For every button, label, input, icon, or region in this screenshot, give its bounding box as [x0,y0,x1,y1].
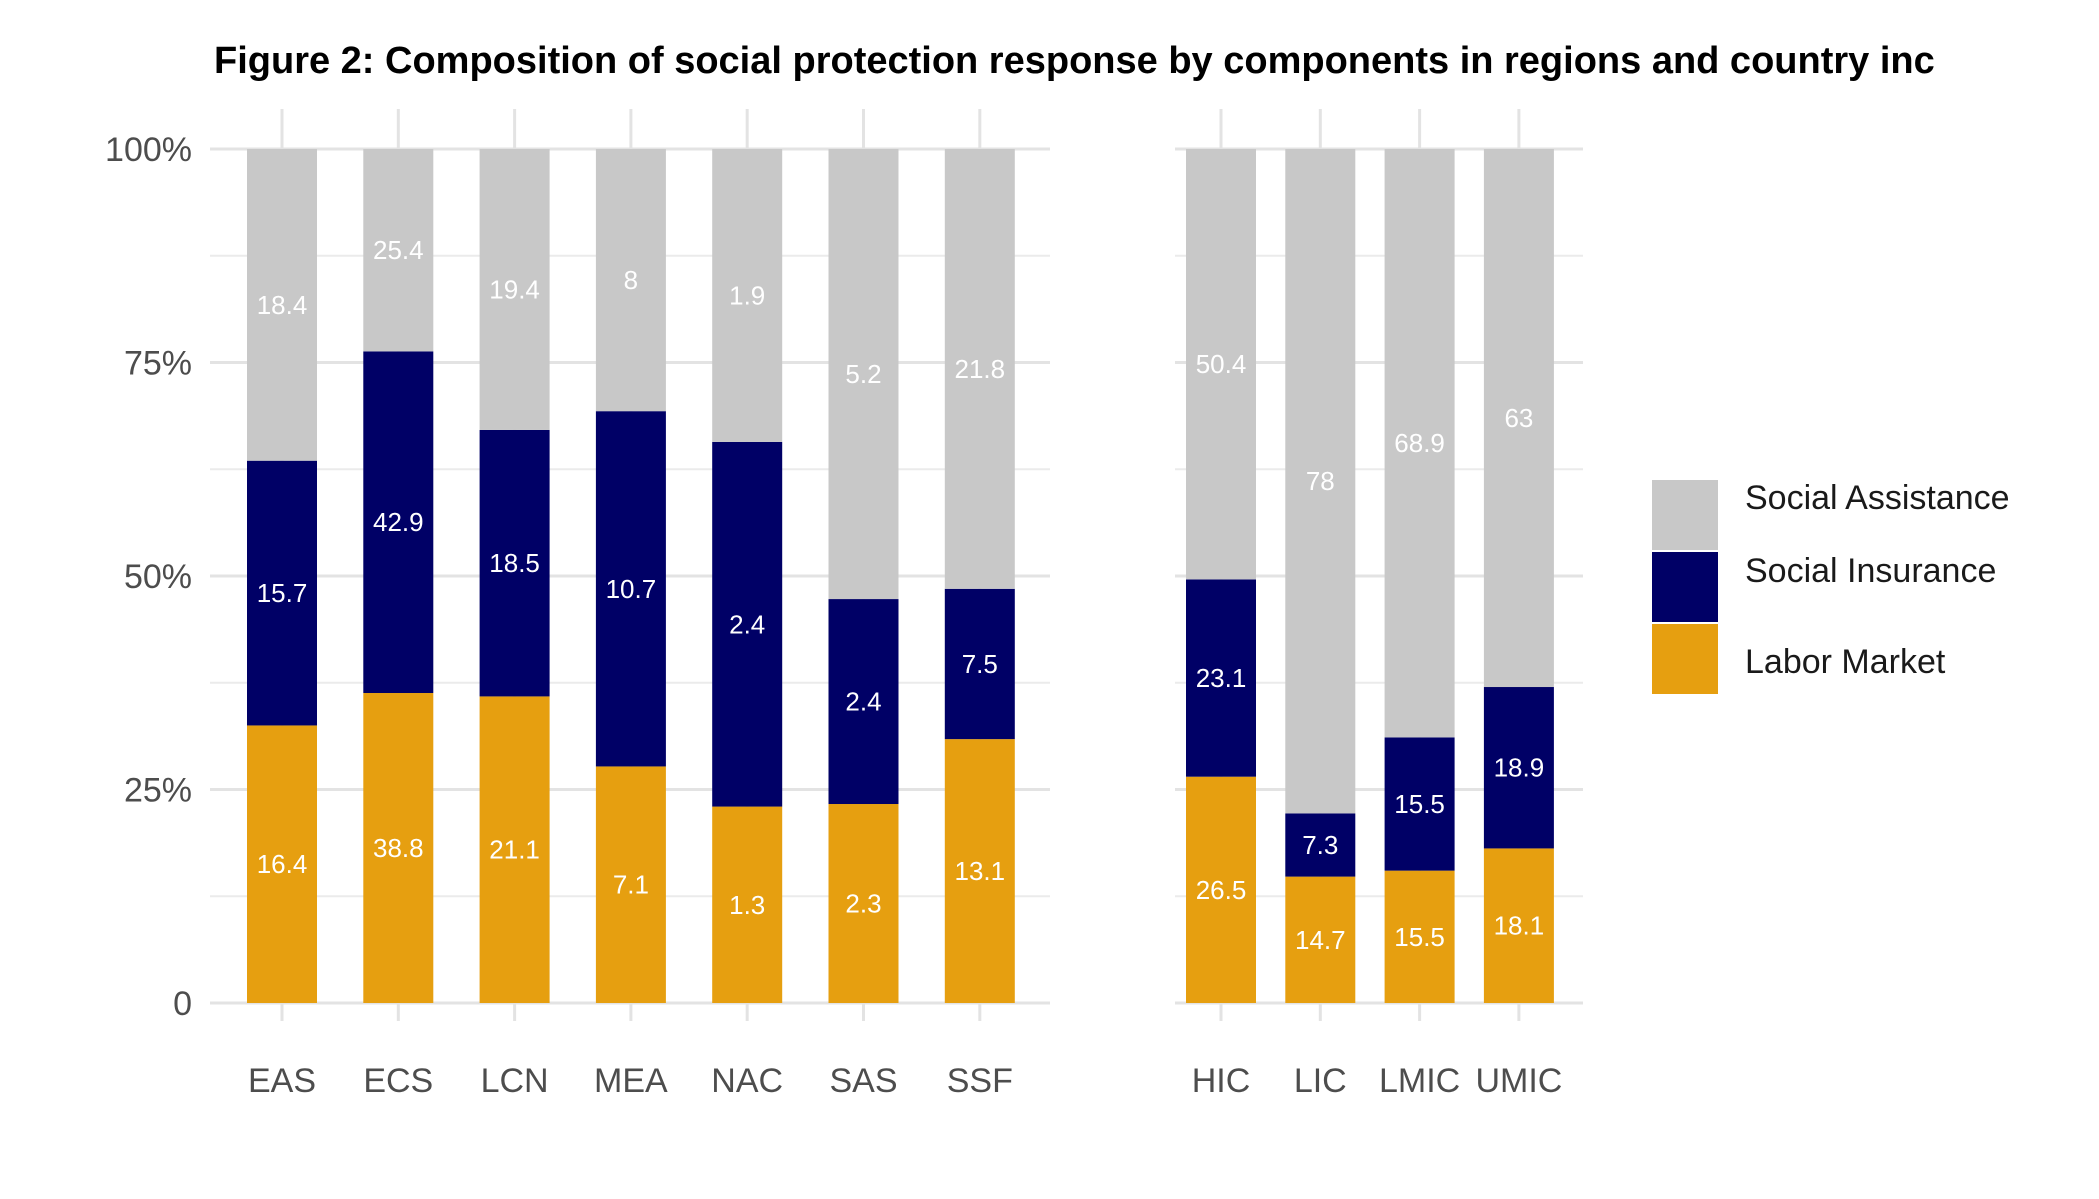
x-tick-label-mea: MEA [594,1062,668,1100]
bar-mea-social-insurance [595,411,666,767]
bar-lic-social-insurance [1285,813,1356,877]
bar-ecs-social-insurance [363,351,434,693]
data-label-lmic-labor-market: 15.5 [1394,922,1445,952]
y-tick-label: 0 [173,985,192,1023]
x-tick-label-nac: NAC [711,1062,783,1100]
bar-sas-social-assistance [828,149,899,600]
data-label-ssf-social-assistance: 21.8 [954,354,1005,384]
x-tick-label-ecs: ECS [363,1062,433,1100]
bar-nac-social-assistance [712,149,783,442]
bar-umic-social-assistance [1483,149,1554,688]
data-label-lcn-labor-market: 21.1 [489,835,540,865]
data-label-eas-social-assistance: 18.4 [257,290,308,320]
legend-label-social-insurance: Social Insurance [1745,552,1996,590]
x-tick-label-lmic: LMIC [1379,1062,1460,1100]
data-label-umic-labor-market: 18.1 [1494,911,1545,941]
x-tick-label-umic: UMIC [1475,1062,1562,1100]
data-label-ecs-social-insurance: 42.9 [373,507,424,537]
bar-lcn-social-assistance [479,149,550,430]
bar-nac-social-insurance [712,441,783,807]
bar-lic-social-assistance [1285,149,1356,814]
data-label-lic-social-insurance: 7.3 [1302,830,1338,860]
data-label-mea-social-assistance: 8 [624,265,638,295]
bar-sas-social-insurance [828,599,899,805]
legend-key-social-insurance [1652,552,1718,622]
bar-hic-labor-market [1186,776,1256,1003]
data-label-ssf-labor-market: 13.1 [954,856,1005,886]
y-tick-label: 100% [105,131,192,169]
data-label-lmic-social-insurance: 15.5 [1394,789,1445,819]
bar-lmic-social-assistance [1384,149,1455,738]
legend-label-social-assistance: Social Assistance [1745,479,2010,517]
bars: 26.5 23.1 50.4 14.7 7.3 78 15.5 15.5 68.9 18.1 18.… [1186,149,1554,1003]
y-axis: 0 25% 50% 75% 100% [105,131,192,1023]
x-tick-label-eas: EAS [248,1062,316,1100]
chart-title: Figure 2: Composition of social protecti… [214,40,1935,82]
data-label-lmic-social-assistance: 68.9 [1394,428,1445,458]
data-label-ecs-labor-market: 38.8 [373,833,424,863]
data-label-lic-social-assistance: 78 [1306,466,1335,496]
y-tick-label: 25% [124,772,192,810]
data-label-nac-social-insurance: 2.4 [729,609,765,639]
bar-nac-labor-market [712,806,783,1003]
bar-eas-labor-market [247,725,317,1003]
bar-mea-social-assistance [595,149,666,412]
y-tick-label: 50% [124,558,192,596]
data-label-mea-labor-market: 7.1 [613,870,649,900]
bar-ecs-labor-market [363,692,434,1003]
x-tick-label-hic: HIC [1192,1062,1251,1100]
data-label-ssf-social-insurance: 7.5 [962,649,998,679]
data-label-eas-labor-market: 16.4 [257,849,308,879]
bar-eas-social-assistance [247,149,317,461]
bars: 16.4 15.7 18.4 38.8 42.9 25.4 21.1 18.5 19.4 7.1 1… [247,149,1015,1003]
data-label-lcn-social-assistance: 19.4 [489,274,540,304]
legend: Social Assistance Social Insurance Labor M… [1652,479,2010,694]
data-label-nac-labor-market: 1.3 [729,890,765,920]
data-label-mea-social-insurance: 10.7 [606,574,657,604]
x-tick-label-ssf: SSF [947,1062,1013,1100]
bar-lcn-labor-market [479,696,550,1003]
panel-regions: 16.4 15.7 18.4 38.8 42.9 25.4 21.1 18.5 19.4 7.1 1… [105,109,1050,1100]
bar-lic-labor-market [1285,876,1356,1003]
x-tick-label-lic: LIC [1294,1062,1347,1100]
data-label-umic-social-insurance: 18.9 [1494,753,1545,783]
data-label-ecs-social-assistance: 25.4 [373,235,424,265]
data-label-hic-labor-market: 26.5 [1196,875,1247,905]
panel-income-groups: 26.5 23.1 50.4 14.7 7.3 78 15.5 15.5 68.9 18.1 18.… [1175,109,1583,1100]
bar-ssf-social-insurance [944,588,1015,740]
bar-umic-social-insurance [1483,687,1554,849]
bar-ecs-social-assistance [363,149,434,352]
data-label-lcn-social-insurance: 18.5 [489,548,540,578]
data-label-umic-social-assistance: 63 [1504,403,1533,433]
bar-eas-social-insurance [247,460,317,726]
plot-panels: 16.4 15.7 18.4 38.8 42.9 25.4 21.1 18.5 19.4 7.1 1… [105,109,1583,1100]
data-label-nac-social-assistance: 1.9 [729,280,765,310]
bar-umic-labor-market [1483,848,1554,1003]
bar-mea-labor-market [595,766,666,1003]
legend-label-labor-market: Labor Market [1745,643,1946,681]
data-label-sas-labor-market: 2.3 [845,889,881,919]
bar-lmic-labor-market [1384,870,1455,1003]
bar-sas-labor-market [828,804,899,1003]
bar-hic-social-assistance [1186,149,1256,580]
bar-ssf-social-assistance [944,149,1015,589]
data-label-sas-social-assistance: 5.2 [845,359,881,389]
bar-lmic-social-insurance [1384,737,1455,871]
x-tick-label-sas: SAS [829,1062,897,1100]
data-label-sas-social-insurance: 2.4 [845,687,881,717]
data-label-lic-labor-market: 14.7 [1295,925,1346,955]
bar-lcn-social-insurance [479,429,550,697]
x-tick-label-lcn: LCN [481,1062,549,1100]
legend-key-social-assistance [1652,480,1718,550]
data-label-hic-social-insurance: 23.1 [1196,663,1247,693]
y-tick-label: 75% [124,345,192,383]
bar-ssf-labor-market [944,739,1015,1003]
data-label-eas-social-insurance: 15.7 [257,578,308,608]
data-label-hic-social-assistance: 50.4 [1196,349,1247,379]
bar-hic-social-insurance [1186,579,1256,777]
legend-key-labor-market [1652,624,1718,694]
